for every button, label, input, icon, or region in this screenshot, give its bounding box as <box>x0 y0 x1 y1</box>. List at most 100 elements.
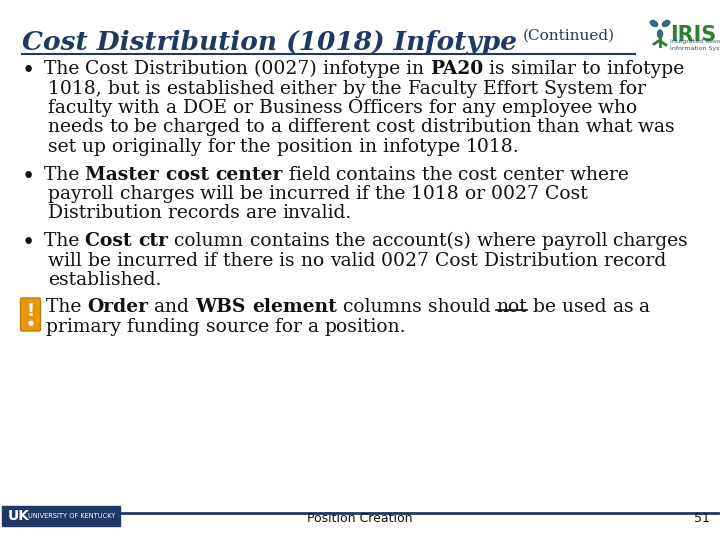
Text: UK: UK <box>8 509 30 523</box>
Text: employee: employee <box>502 99 598 117</box>
Text: Officers: Officers <box>348 99 429 117</box>
Text: 0027: 0027 <box>491 185 545 203</box>
Text: 1018.: 1018. <box>466 138 520 156</box>
Text: are: are <box>246 205 283 222</box>
Text: Cost: Cost <box>86 60 134 78</box>
Text: position: position <box>277 138 359 156</box>
Text: the: the <box>336 232 372 250</box>
Text: incurred: incurred <box>269 185 356 203</box>
Text: •: • <box>22 60 35 82</box>
Text: 1018,: 1018, <box>48 79 108 98</box>
Text: charges: charges <box>613 232 694 250</box>
Text: for: for <box>207 138 240 156</box>
Text: The: The <box>44 60 86 78</box>
Text: incurred: incurred <box>117 252 204 269</box>
Text: a: a <box>166 99 183 117</box>
Text: where: where <box>477 232 541 250</box>
Text: Integrated Resource
Information System: Integrated Resource Information System <box>670 39 720 51</box>
Text: be: be <box>134 118 163 137</box>
Text: funding: funding <box>127 318 206 336</box>
Text: used: used <box>562 299 613 316</box>
Text: cost: cost <box>166 165 215 184</box>
Text: in: in <box>359 138 382 156</box>
Text: center: center <box>215 165 283 184</box>
Text: infotype: infotype <box>382 138 466 156</box>
Text: the: the <box>240 138 277 156</box>
Text: 0027: 0027 <box>382 252 436 269</box>
Text: Distribution: Distribution <box>48 205 168 222</box>
Text: Distribution: Distribution <box>484 252 604 269</box>
Text: a: a <box>271 118 288 137</box>
Text: needs: needs <box>48 118 109 137</box>
Text: up: up <box>82 138 112 156</box>
Ellipse shape <box>650 21 657 26</box>
Text: valid: valid <box>330 252 382 269</box>
Text: source: source <box>206 318 275 336</box>
Text: the: the <box>422 165 459 184</box>
Text: or: or <box>233 99 259 117</box>
Text: the: the <box>372 79 408 98</box>
Text: Effort: Effort <box>483 79 544 98</box>
Text: Cost Distribution (1018) Infotype: Cost Distribution (1018) Infotype <box>22 30 517 55</box>
Text: ctr: ctr <box>138 232 168 250</box>
Text: contains: contains <box>336 165 422 184</box>
Text: cost: cost <box>459 165 503 184</box>
Text: (Continued): (Continued) <box>523 29 615 43</box>
Text: center: center <box>503 165 570 184</box>
Text: charged: charged <box>163 118 246 137</box>
Text: by: by <box>343 79 372 98</box>
Text: who: who <box>598 99 644 117</box>
Text: cost: cost <box>376 118 420 137</box>
Text: for: for <box>619 79 652 98</box>
Text: infotype: infotype <box>323 60 406 78</box>
Text: to: to <box>246 118 271 137</box>
Text: set: set <box>48 138 82 156</box>
Text: should: should <box>428 299 496 316</box>
FancyBboxPatch shape <box>20 298 40 331</box>
Text: 1018: 1018 <box>411 185 465 203</box>
Text: Faculty: Faculty <box>408 79 483 98</box>
Text: originally: originally <box>112 138 207 156</box>
Text: is: is <box>490 60 511 78</box>
Text: will: will <box>48 252 88 269</box>
Text: and: and <box>154 299 195 316</box>
Text: Order: Order <box>87 299 148 316</box>
Text: than: than <box>537 118 586 137</box>
Text: charges: charges <box>120 185 200 203</box>
Text: but: but <box>108 79 145 98</box>
Text: System: System <box>544 79 619 98</box>
Text: •: • <box>22 232 35 254</box>
Text: column: column <box>174 232 250 250</box>
Text: either: either <box>280 79 343 98</box>
Text: Master: Master <box>86 165 166 184</box>
Text: The: The <box>46 299 87 316</box>
Text: if: if <box>204 252 222 269</box>
Text: be: be <box>533 299 562 316</box>
Text: be: be <box>88 252 117 269</box>
Text: to: to <box>109 118 134 137</box>
Text: if: if <box>356 185 375 203</box>
Text: (0027): (0027) <box>254 60 323 78</box>
Text: !: ! <box>27 302 35 321</box>
Text: the: the <box>375 185 411 203</box>
Text: will: will <box>200 185 240 203</box>
Text: Cost: Cost <box>436 252 484 269</box>
Text: invalid.: invalid. <box>283 205 352 222</box>
Text: to: to <box>582 60 607 78</box>
Ellipse shape <box>662 21 670 26</box>
Text: where: where <box>570 165 635 184</box>
Text: UNIVERSITY OF KENTUCKY: UNIVERSITY OF KENTUCKY <box>28 513 115 519</box>
Text: field: field <box>289 165 336 184</box>
Text: Business: Business <box>259 99 348 117</box>
Text: a: a <box>639 299 656 316</box>
Text: there: there <box>222 252 279 269</box>
Text: PA20: PA20 <box>430 60 483 78</box>
Text: distribution: distribution <box>420 118 537 137</box>
Text: columns: columns <box>343 299 428 316</box>
Text: primary: primary <box>46 318 127 336</box>
Text: account(s): account(s) <box>372 232 477 250</box>
Text: as: as <box>613 299 639 316</box>
Text: is: is <box>279 252 301 269</box>
Text: DOE: DOE <box>183 99 233 117</box>
Text: established.: established. <box>48 271 161 289</box>
